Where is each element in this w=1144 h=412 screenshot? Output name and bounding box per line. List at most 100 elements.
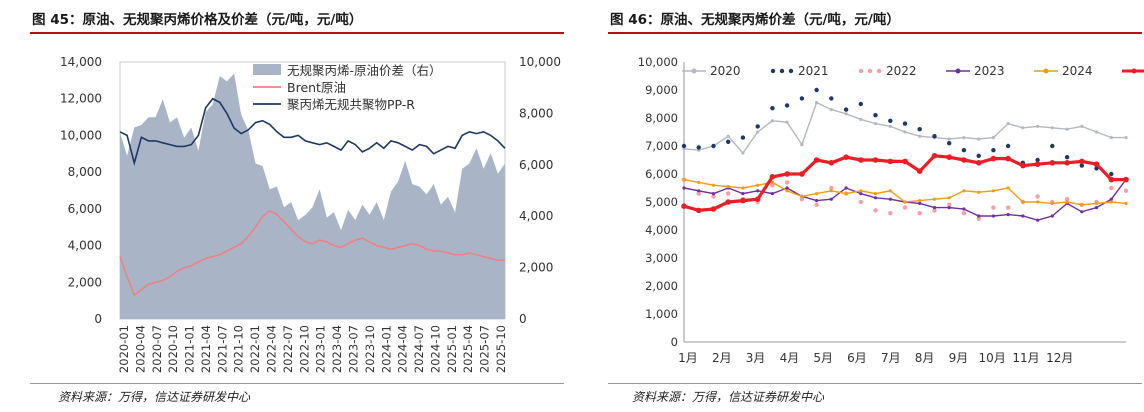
x-tick-label: 2024-10	[428, 325, 442, 373]
series-2020-point	[962, 136, 966, 140]
series-2024-point	[932, 197, 937, 201]
y-tick-label: 4,000	[645, 223, 678, 237]
series-2025-point	[858, 157, 864, 163]
x-tick-label: 10月	[979, 351, 1006, 365]
series-2025-point	[799, 171, 805, 177]
legend-swatch	[858, 68, 864, 74]
series-2025-point	[754, 196, 761, 202]
series-2025-point	[1034, 161, 1041, 167]
series-2024-point	[977, 190, 981, 194]
series-2021-point	[799, 96, 805, 101]
series-2021-point	[1005, 143, 1011, 149]
series-2020-point	[947, 137, 951, 141]
pp-r-line-series	[119, 97, 506, 167]
right-y-tick-label: 8,000	[519, 106, 553, 120]
series-2023-point	[1006, 213, 1010, 217]
series-2020-point	[991, 136, 995, 140]
series-2024-point	[756, 183, 760, 187]
series-2020-point	[800, 143, 804, 147]
y-tick-label: 6,000	[645, 167, 678, 181]
x-tick-label: 5月	[813, 351, 833, 365]
series-2023-point	[1050, 214, 1054, 218]
series-2025-point	[1108, 176, 1115, 183]
series-2020-point	[918, 134, 922, 138]
x-tick-label: 2月	[712, 351, 732, 365]
series-2021-point	[843, 107, 849, 112]
legend-label: 2024	[1062, 64, 1093, 78]
series-2020-point	[1080, 124, 1084, 128]
left-y-tick-label: 8,000	[68, 165, 102, 179]
series-2020-point	[1006, 122, 1010, 126]
series-2021-point	[829, 96, 834, 101]
series-2023-point	[962, 207, 966, 211]
series-2022-point	[1035, 194, 1040, 199]
series-2022-point	[784, 180, 790, 185]
legend-swatch	[770, 68, 776, 74]
series-2020-point	[888, 124, 892, 128]
series-2020-point	[903, 130, 907, 134]
series-2024-point	[903, 200, 907, 204]
title-rule	[30, 32, 564, 34]
series-2024-point	[1124, 201, 1128, 205]
legend-label: 2023	[974, 64, 1005, 78]
legend-label: 聚丙烯无规共聚物PP-R	[287, 97, 415, 112]
series-2021-point	[947, 141, 952, 146]
series-2024-point	[873, 192, 878, 196]
series-2022-point	[917, 211, 922, 216]
series-2020-point	[873, 122, 878, 126]
series-2023-point	[873, 196, 878, 200]
series-2025-point	[740, 197, 746, 204]
series-2024-point	[682, 178, 686, 182]
series-2022-point	[1064, 197, 1070, 202]
y-tick-label: 8,000	[645, 111, 678, 125]
x-tick-label: 2023-04	[330, 325, 344, 373]
series-2024-point	[947, 196, 951, 200]
figure-46-source: 资料来源：万得，信达证券研发中心	[632, 390, 825, 404]
series-2025-point	[916, 168, 923, 174]
series-2021-point	[1050, 143, 1055, 149]
x-tick-label: 2023-01	[314, 325, 328, 373]
series-2021-point	[1064, 155, 1070, 160]
series-2020-point	[1021, 126, 1025, 130]
series-2020-point	[977, 137, 981, 141]
series-2023-point	[697, 189, 701, 193]
x-tick-label: 2020-10	[166, 325, 180, 373]
series-2023-point	[844, 186, 848, 190]
series-2024-point	[1109, 200, 1113, 204]
series-2021-point	[902, 121, 908, 126]
series-2025-point	[1020, 162, 1026, 169]
series-2025-point	[695, 207, 702, 214]
series-2025-point	[1079, 158, 1085, 165]
series-2020-point	[829, 108, 833, 112]
right-y-tick-label: 10,000	[519, 55, 561, 69]
series-2023-point	[859, 192, 863, 196]
series-2021-point	[711, 143, 716, 149]
series-2021-point	[740, 135, 746, 140]
series-2025-point	[1093, 161, 1100, 167]
series-2022-point	[1005, 205, 1011, 210]
series-2021-point	[976, 153, 981, 158]
spread-area-series	[120, 73, 505, 319]
x-tick-label: 2025-07	[478, 325, 492, 373]
series-2023-point	[1036, 218, 1040, 222]
series-2025-point	[872, 157, 879, 163]
series-2023-point	[741, 192, 745, 196]
series-2022-point	[873, 208, 878, 213]
series-2024-point	[1050, 201, 1054, 205]
series-2021-point	[770, 106, 775, 111]
series-2025-point	[784, 171, 790, 177]
series-2023-point	[815, 199, 819, 203]
figure-46-panel: 图 46：原油、无规聚丙烯价差（元/吨，元/吨） 0 1,000 2,000 3,00…	[586, 0, 1144, 412]
legend-swatch	[1043, 68, 1049, 74]
series-2023-point	[770, 192, 774, 196]
series-2024-point	[1065, 200, 1069, 204]
series-2022-point	[1123, 188, 1129, 193]
legend-label: Brent原油	[287, 80, 346, 95]
series-2025-point	[946, 154, 952, 160]
series-2024-point	[1080, 203, 1084, 207]
x-tick-label: 2022-07	[281, 325, 295, 373]
left-y-tick-label: 0	[94, 312, 102, 326]
x-tick-label: 8月	[915, 351, 935, 365]
x-tick-label: 2021-07	[215, 325, 229, 373]
series-2022-point	[858, 199, 863, 205]
